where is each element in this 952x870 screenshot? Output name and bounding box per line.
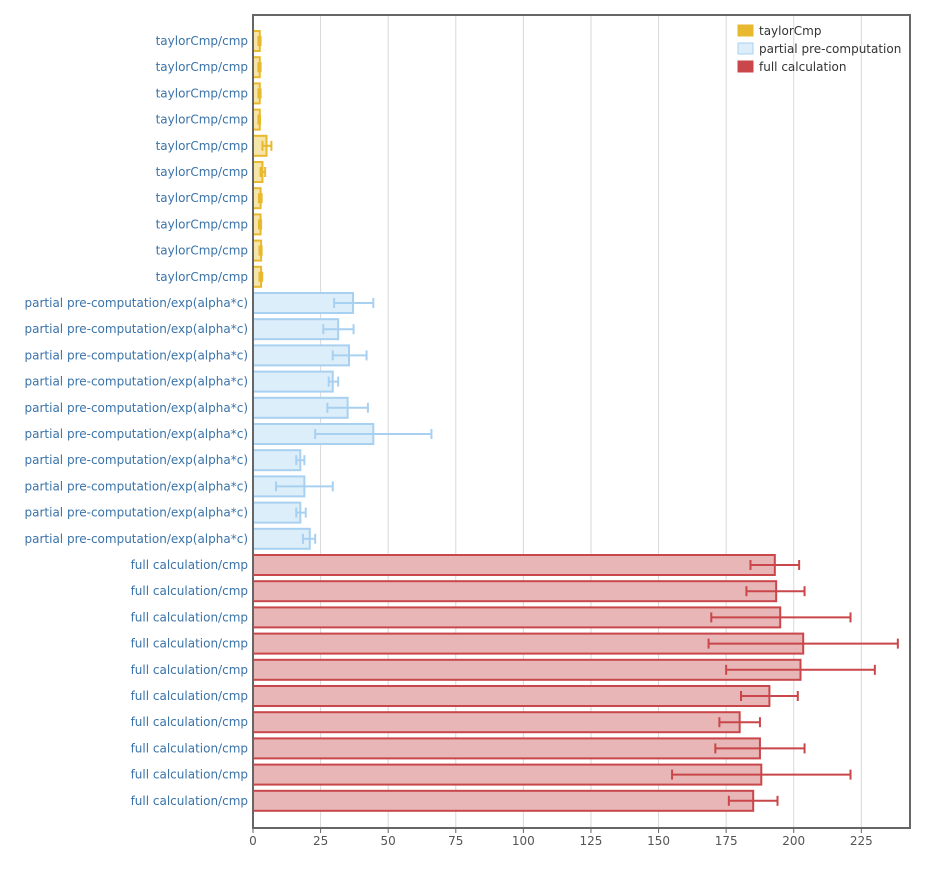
error-bar (258, 271, 264, 282)
y-category-label[interactable]: taylorCmp/cmp (156, 60, 248, 74)
y-category-label[interactable]: full calculation/cmp (131, 663, 248, 677)
bar (252, 370, 334, 393)
error-bar (727, 795, 779, 806)
bar (252, 580, 778, 603)
error-bar (745, 586, 806, 597)
y-category-label[interactable]: full calculation/cmp (131, 794, 248, 808)
y-category-label[interactable]: partial pre-computation/exp(alpha*c) (25, 348, 249, 362)
y-category-label[interactable]: taylorCmp/cmp (156, 165, 248, 179)
error-bar (333, 298, 375, 308)
error-bar (331, 350, 368, 361)
y-category-label[interactable]: full calculation/cmp (131, 584, 248, 598)
bar (252, 685, 771, 707)
x-tick-label: 100 (512, 834, 535, 848)
bar (252, 449, 302, 472)
bar (252, 711, 741, 734)
y-category-label[interactable]: partial pre-computation/exp(alpha*c) (25, 479, 249, 493)
grid-lines (320, 15, 862, 828)
error-bar (710, 612, 852, 623)
y-category-label[interactable]: partial pre-computation/exp(alpha*c) (25, 375, 249, 389)
plot-frame (252, 14, 911, 829)
y-category-label[interactable]: taylorCmp/cmp (156, 270, 248, 284)
y-category-label[interactable]: taylorCmp/cmp (156, 86, 248, 100)
bar (252, 658, 802, 681)
x-tick-label: 200 (782, 834, 805, 848)
y-axis-labels: taylorCmp/cmp taylorCmp/cmp taylorCmp/cmp t… (25, 34, 249, 808)
y-category-label[interactable]: partial pre-computation/exp(alpha*c) (25, 532, 249, 546)
y-category-label[interactable]: full calculation/cmp (131, 558, 248, 572)
error-bar (302, 533, 317, 544)
y-category-label[interactable]: full calculation/cmp (131, 637, 248, 651)
error-bars-group (257, 36, 899, 806)
bar (252, 501, 302, 524)
error-bar (257, 193, 263, 204)
error-bar (749, 560, 801, 570)
error-bar (259, 167, 267, 177)
error-bar (327, 376, 340, 387)
error-bar (740, 691, 799, 701)
error-bar (671, 769, 852, 780)
y-category-label[interactable]: taylorCmp/cmp (156, 217, 248, 231)
bar (252, 554, 776, 576)
x-tick-label: 50 (381, 834, 396, 848)
error-bar (707, 638, 899, 649)
error-bar (257, 62, 262, 73)
bar (252, 527, 311, 550)
y-category-label[interactable]: taylorCmp/cmp (156, 244, 248, 258)
legend: taylorCmp partial pre-computation full cal… (737, 24, 901, 74)
x-tick-label: 0 (249, 834, 257, 848)
error-bar (314, 429, 433, 439)
error-bar (258, 245, 263, 256)
y-category-label[interactable]: full calculation/cmp (131, 715, 248, 729)
error-bar (326, 402, 369, 413)
y-category-label[interactable]: full calculation/cmp (131, 689, 248, 703)
error-bar (295, 455, 306, 466)
error-bar (257, 88, 262, 99)
y-category-label[interactable]: partial pre-computation/exp(alpha*c) (25, 401, 249, 415)
y-category-label[interactable]: full calculation/cmp (131, 768, 248, 782)
legend-label: partial pre-computation (759, 42, 901, 56)
y-category-label[interactable]: taylorCmp/cmp (156, 191, 248, 205)
y-category-label[interactable]: partial pre-computation/exp(alpha*c) (25, 506, 249, 520)
y-category-label[interactable]: taylorCmp/cmp (156, 139, 248, 153)
x-tick-label: 25 (313, 834, 328, 848)
x-tick-label: 225 (850, 834, 873, 848)
y-category-label[interactable]: partial pre-computation/exp(alpha*c) (25, 322, 249, 336)
x-tick-label: 125 (580, 834, 603, 848)
y-category-label[interactable]: partial pre-computation/exp(alpha*c) (25, 296, 249, 310)
bars-group (252, 30, 805, 812)
legend-label: full calculation (759, 60, 846, 74)
y-category-label[interactable]: full calculation/cmp (131, 610, 248, 624)
error-bar (261, 140, 273, 151)
y-category-label[interactable]: taylorCmp/cmp (156, 113, 248, 127)
error-bar (295, 507, 307, 518)
y-category-label[interactable]: partial pre-computation/exp(alpha*c) (25, 427, 249, 441)
x-tick-label: 175 (715, 834, 738, 848)
bar (252, 737, 761, 760)
x-tick-label: 75 (448, 834, 463, 848)
error-bar (274, 481, 334, 492)
error-bar (257, 36, 262, 46)
error-bar (725, 664, 876, 675)
bar (252, 606, 782, 629)
x-axis-ticks: 0 25 50 75 100 125 150 175 200 225 (249, 828, 873, 848)
error-bar (718, 717, 761, 728)
y-category-label[interactable]: taylorCmp/cmp (156, 34, 248, 48)
legend-swatch (737, 60, 754, 73)
legend-label: taylorCmp (759, 24, 821, 38)
y-category-label[interactable]: full calculation/cmp (131, 741, 248, 755)
legend-swatch (737, 24, 754, 37)
error-bar (257, 219, 263, 230)
bar (252, 789, 755, 812)
y-category-label[interactable]: partial pre-computation/exp(alpha*c) (25, 453, 249, 467)
error-bar (714, 743, 806, 754)
legend-swatch (737, 42, 754, 55)
x-tick-label: 150 (647, 834, 670, 848)
error-bar (322, 324, 355, 335)
error-bar (257, 114, 262, 125)
